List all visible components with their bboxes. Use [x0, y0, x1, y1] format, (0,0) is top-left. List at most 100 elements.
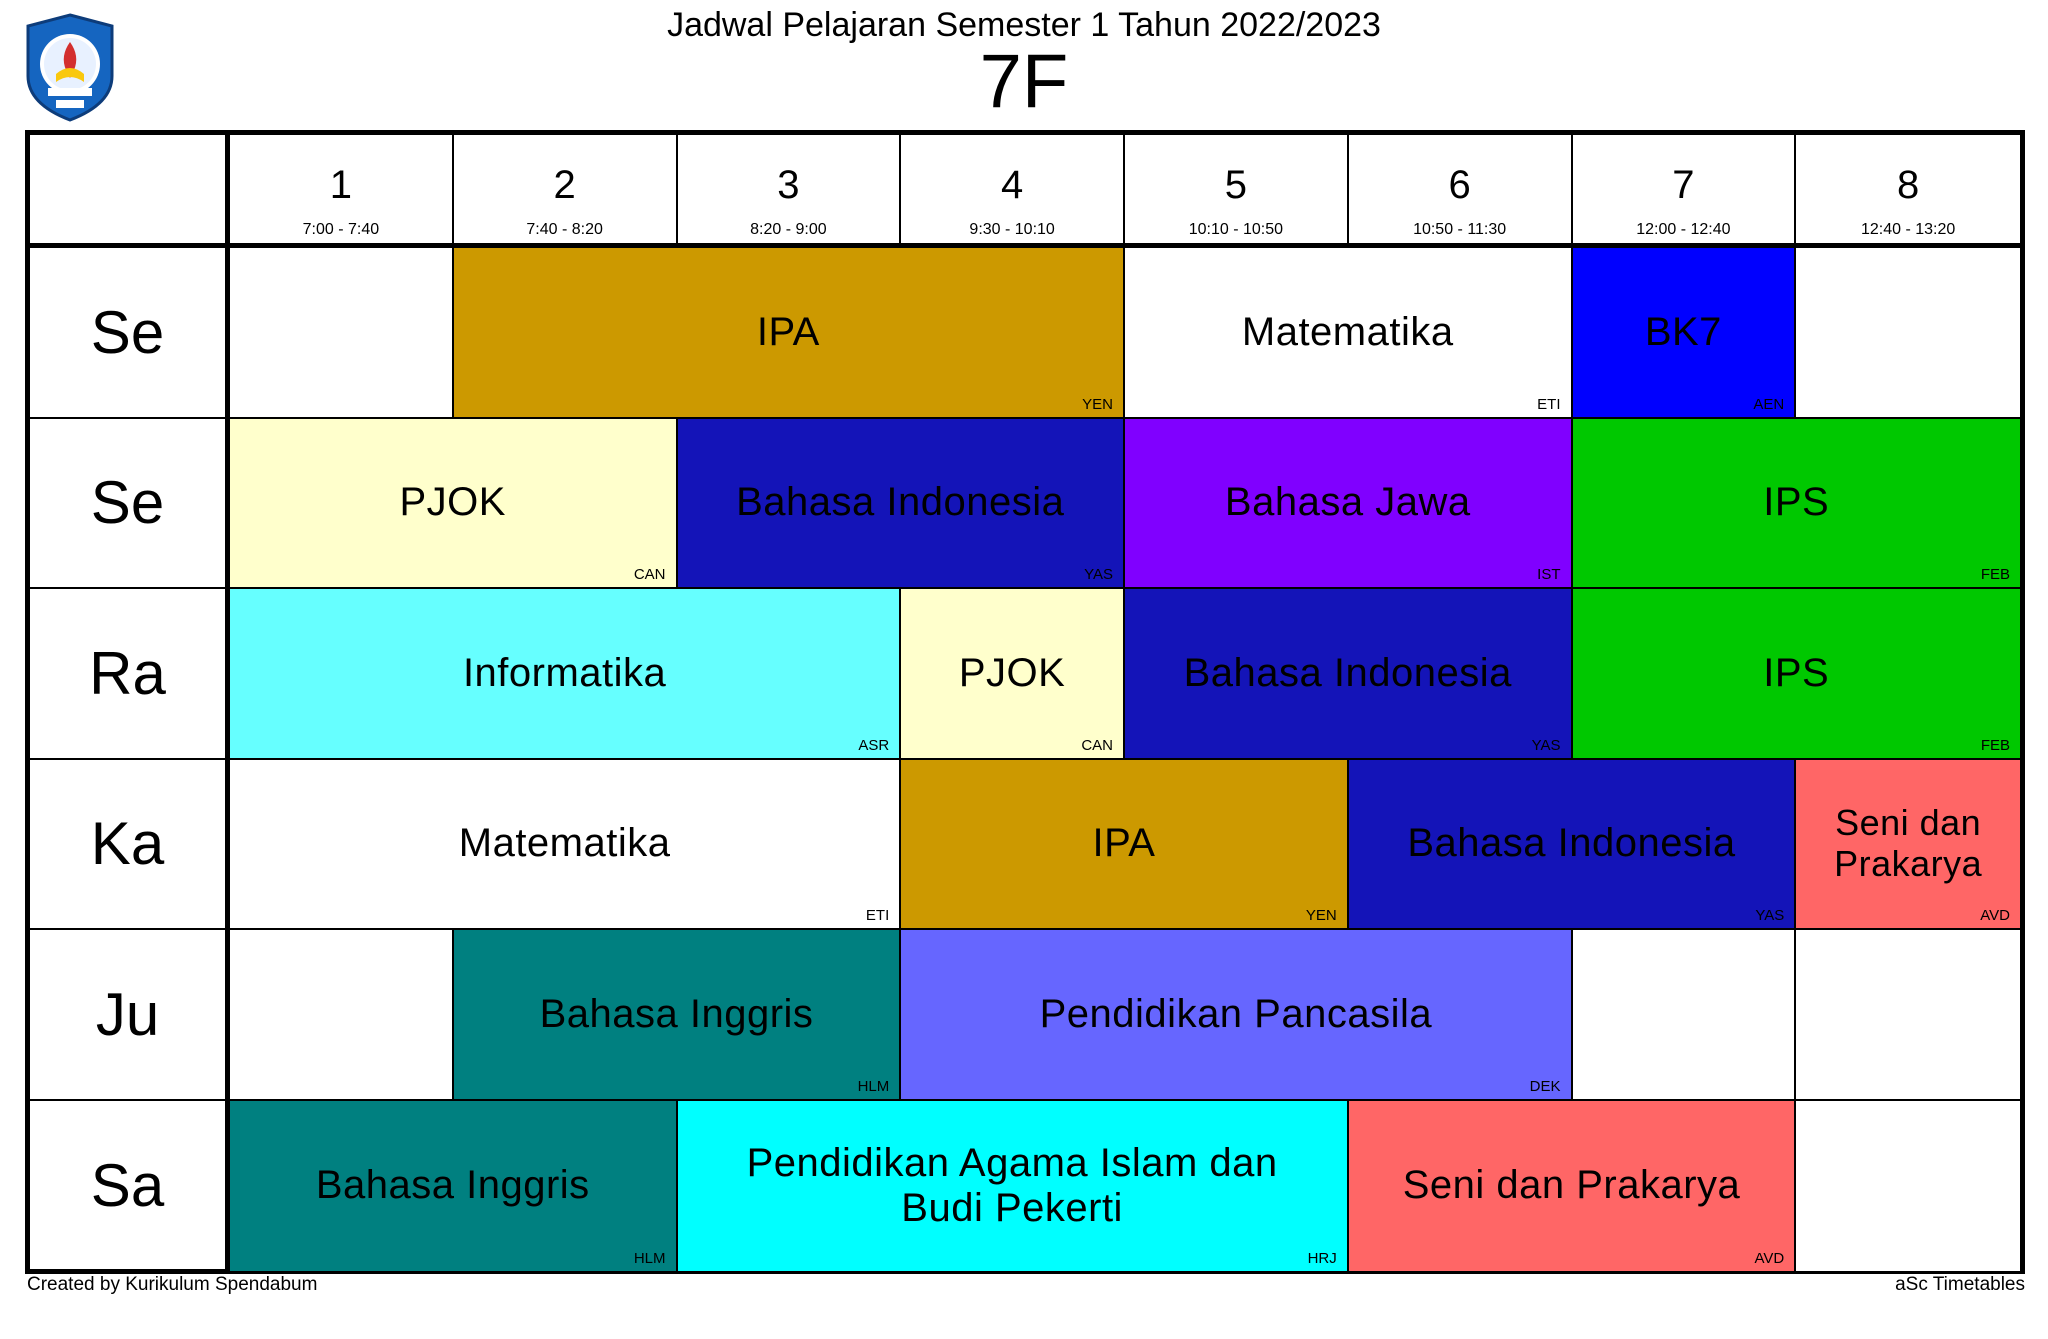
timetable-grid: 1 7:00 - 7:40 2 7:40 - 8:20 3 8:20 - 9:00 4 9:3… [25, 130, 2025, 1274]
period-number: 6 [1448, 163, 1471, 207]
lesson-subject: BK7 [1644, 309, 1722, 354]
empty-slot [1796, 930, 2020, 1101]
lesson-teacher: ASR [858, 736, 890, 754]
lesson-subject: Seni dan Prakarya [1402, 1163, 1741, 1208]
period-header: 2 7:40 - 8:20 [453, 135, 678, 248]
period-header: 7 12:00 - 12:40 [1572, 135, 1797, 248]
period-number: 4 [1001, 163, 1024, 207]
lesson-cell: Matematika ETI [230, 759, 902, 930]
lesson-cell: Matematika ETI [1125, 248, 1573, 419]
period-time: 7:40 - 8:20 [526, 221, 603, 238]
period-number: 5 [1224, 163, 1247, 207]
lesson-subject: Bahasa Indonesia [736, 480, 1065, 525]
lesson-subject: IPA [1092, 821, 1156, 866]
empty-slot [1572, 930, 1797, 1101]
lesson-teacher: IST [1537, 566, 1561, 583]
lesson-teacher: YAS [1084, 566, 1113, 583]
page-title: Jadwal Pelajaran Semester 1 Tahun 2022/2… [667, 6, 1381, 44]
lesson-cell: Bahasa Indonesia YAS [1125, 589, 1573, 760]
lesson-cell: Seni dan Prakarya AVD [1348, 1100, 1797, 1271]
lesson-subject: IPA [756, 309, 820, 354]
period-header: 6 10:50 - 11:30 [1348, 135, 1573, 248]
lesson-teacher: DEK [1529, 1077, 1561, 1095]
empty-slot [230, 248, 454, 419]
lesson-cell: BK7 AEN [1572, 248, 1797, 419]
lesson-cell: Seni dan Prakarya AVD [1796, 759, 2020, 930]
period-time: 8:20 - 9:00 [750, 221, 827, 238]
lesson-cell: IPA YEN [901, 759, 1349, 930]
empty-slot [230, 930, 454, 1101]
class-name: 7F [979, 39, 1069, 124]
period-number: 7 [1672, 163, 1695, 207]
period-time: 10:10 - 10:50 [1188, 221, 1284, 238]
lesson-teacher: FEB [1980, 736, 2010, 754]
lesson-subject: Bahasa Jawa [1224, 480, 1471, 525]
period-header: 3 8:20 - 9:00 [677, 135, 902, 248]
corner-cell [30, 135, 230, 248]
lesson-subject: Pendidikan Agama Islam dan Budi Pekerti [746, 1140, 1278, 1230]
period-time: 12:40 - 13:20 [1860, 221, 1956, 238]
lesson-subject: Bahasa Indonesia [1183, 650, 1512, 695]
lesson-subject: IPS [1763, 650, 1830, 695]
lesson-teacher: FEB [1980, 566, 2010, 583]
period-number: 2 [553, 163, 576, 207]
lesson-teacher: HLM [857, 1077, 890, 1095]
period-number: 1 [329, 163, 352, 207]
period-number: 8 [1897, 163, 1920, 207]
lesson-cell: Bahasa Jawa IST [1125, 418, 1573, 589]
lesson-teacher: ETI [865, 907, 890, 924]
lesson-subject: Pendidikan Pancasila [1039, 991, 1433, 1036]
lesson-subject: PJOK [399, 480, 506, 525]
lesson-subject: Bahasa Indonesia [1407, 821, 1736, 866]
empty-slot [1796, 248, 2020, 419]
empty-slot [1796, 1100, 2020, 1271]
lesson-subject: Matematika [458, 821, 671, 866]
lesson-teacher: ETI [1537, 395, 1561, 413]
lesson-cell: Bahasa Inggris HLM [230, 1100, 678, 1271]
school-emblem-icon [26, 13, 114, 122]
lesson-cell: Bahasa Indonesia YAS [677, 418, 1125, 589]
lesson-teacher: AVD [1980, 907, 2010, 924]
lesson-cell: Informatika ASR [230, 589, 902, 760]
lesson-subject: Bahasa Inggris [315, 1163, 590, 1208]
period-time: 7:00 - 7:40 [302, 221, 380, 238]
lesson-cell: IPA YEN [453, 248, 1125, 419]
lesson-teacher: YEN [1305, 907, 1337, 924]
lesson-teacher: YAS [1755, 907, 1785, 924]
lesson-teacher: HRJ [1307, 1250, 1337, 1267]
lesson-subject: Seni dan Prakarya [1834, 802, 1983, 884]
day-label: Se [30, 248, 230, 419]
lesson-subject: Matematika [1241, 309, 1454, 354]
lesson-cell: PJOK CAN [901, 589, 1125, 760]
day-label: Ra [30, 589, 230, 760]
lesson-teacher: YEN [1082, 395, 1113, 413]
lesson-teacher: CAN [1081, 736, 1113, 754]
lesson-teacher: YAS [1531, 736, 1561, 754]
period-header: 1 7:00 - 7:40 [230, 135, 454, 248]
lesson-teacher: AEN [1753, 395, 1785, 413]
footer-software: aSc Timetables [1895, 1274, 2025, 1295]
day-label: Ka [30, 759, 230, 930]
lesson-cell: Bahasa Inggris HLM [453, 930, 902, 1101]
period-time: 12:00 - 12:40 [1636, 221, 1731, 238]
period-header: 4 9:30 - 10:10 [901, 135, 1125, 248]
period-number: 3 [777, 163, 800, 207]
lesson-teacher: CAN [633, 566, 666, 583]
period-header: 8 12:40 - 13:20 [1796, 135, 2020, 248]
lesson-subject: Informatika [462, 650, 667, 695]
period-time: 10:50 - 11:30 [1413, 221, 1507, 238]
day-label: Sa [30, 1100, 230, 1271]
lesson-teacher: AVD [1754, 1250, 1785, 1267]
lesson-cell: Pendidikan Agama Islam dan Budi Pekerti H… [677, 1100, 1349, 1271]
lesson-teacher: HLM [633, 1250, 666, 1267]
lesson-cell: Bahasa Indonesia YAS [1348, 759, 1797, 930]
lesson-cell: IPS FEB [1572, 589, 2020, 760]
day-label: Se [30, 418, 230, 589]
period-time: 9:30 - 10:10 [969, 221, 1055, 238]
lesson-cell: Pendidikan Pancasila DEK [901, 930, 1573, 1101]
school-logo [22, 12, 118, 124]
day-label: Ju [30, 930, 230, 1101]
lesson-subject: PJOK [958, 650, 1066, 695]
lesson-cell: PJOK CAN [230, 418, 678, 589]
lesson-cell: IPS FEB [1572, 418, 2020, 589]
